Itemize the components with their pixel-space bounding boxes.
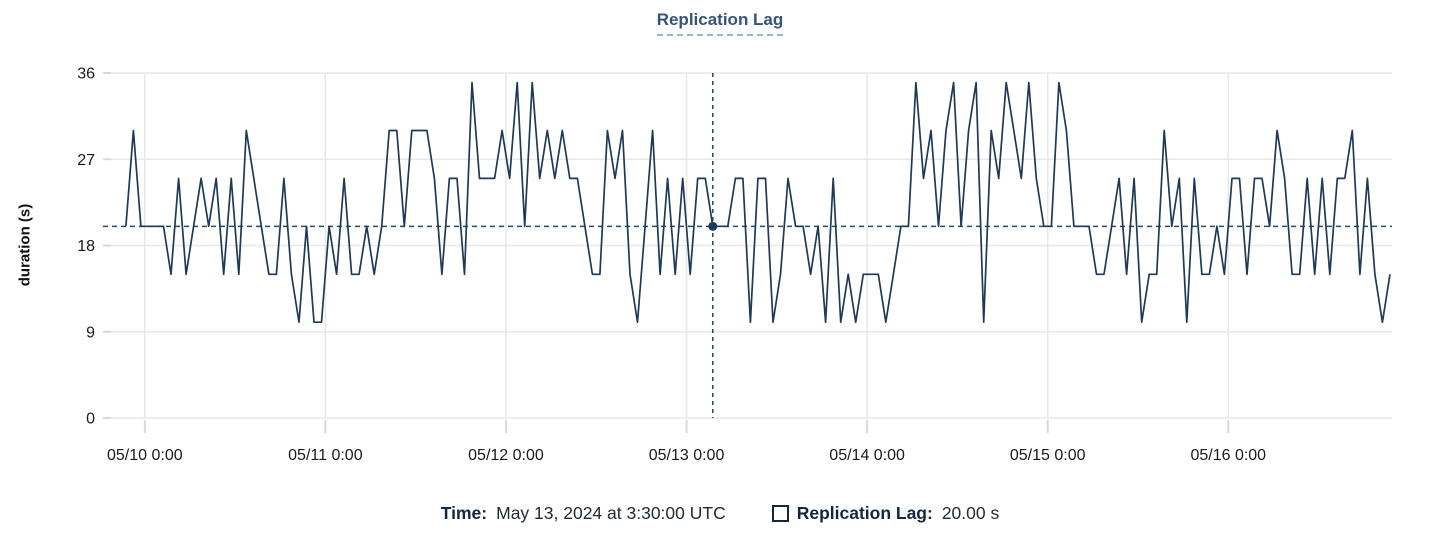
x-tick-label: 05/11 0:00: [288, 447, 363, 464]
tooltip-time-value: May 13, 2024 at 3:30:00 UTC: [496, 503, 726, 523]
replication-lag-line[interactable]: [125, 81, 1391, 324]
tooltip-series-label: Replication Lag:: [796, 503, 933, 523]
chart-title[interactable]: Replication Lag: [656, 10, 784, 36]
series-legend-square-icon[interactable]: [771, 505, 789, 522]
y-tick-label: 18: [77, 238, 95, 255]
x-tick-label: 05/13 0:00: [649, 447, 725, 464]
selected-point-marker[interactable]: [708, 221, 718, 231]
tooltip-time: Time: May 13, 2024 at 3:30:00 UTC: [441, 503, 726, 524]
x-tick-label: 05/16 0:00: [1190, 447, 1266, 464]
y-tick-label: 0: [86, 411, 95, 428]
tooltip-series: Replication Lag: 20.00 s: [771, 503, 1000, 524]
x-tick-label: 05/14 0:00: [829, 447, 905, 464]
tooltip-series-value: 20.00 s: [941, 503, 1000, 523]
x-tick-label: 05/12 0:00: [468, 447, 544, 464]
chart-header: Replication Lag: [0, 10, 1440, 36]
x-tick-label: 05/10 0:00: [107, 447, 183, 464]
y-tick-label: 36: [77, 66, 95, 83]
x-tick-label: 05/15 0:00: [1010, 447, 1086, 464]
tooltip-time-label: Time:: [440, 503, 488, 523]
replication-lag-chart[interactable]: 0 9 18 27 36 05/10 0:00 05/11 0:00 05/12 0:00 05…: [0, 0, 1440, 480]
y-tick-label: 9: [86, 324, 95, 341]
y-tick-label: 27: [77, 152, 95, 169]
chart-tooltip-bar: Time: May 13, 2024 at 3:30:00 UTC Replic…: [0, 503, 1440, 524]
